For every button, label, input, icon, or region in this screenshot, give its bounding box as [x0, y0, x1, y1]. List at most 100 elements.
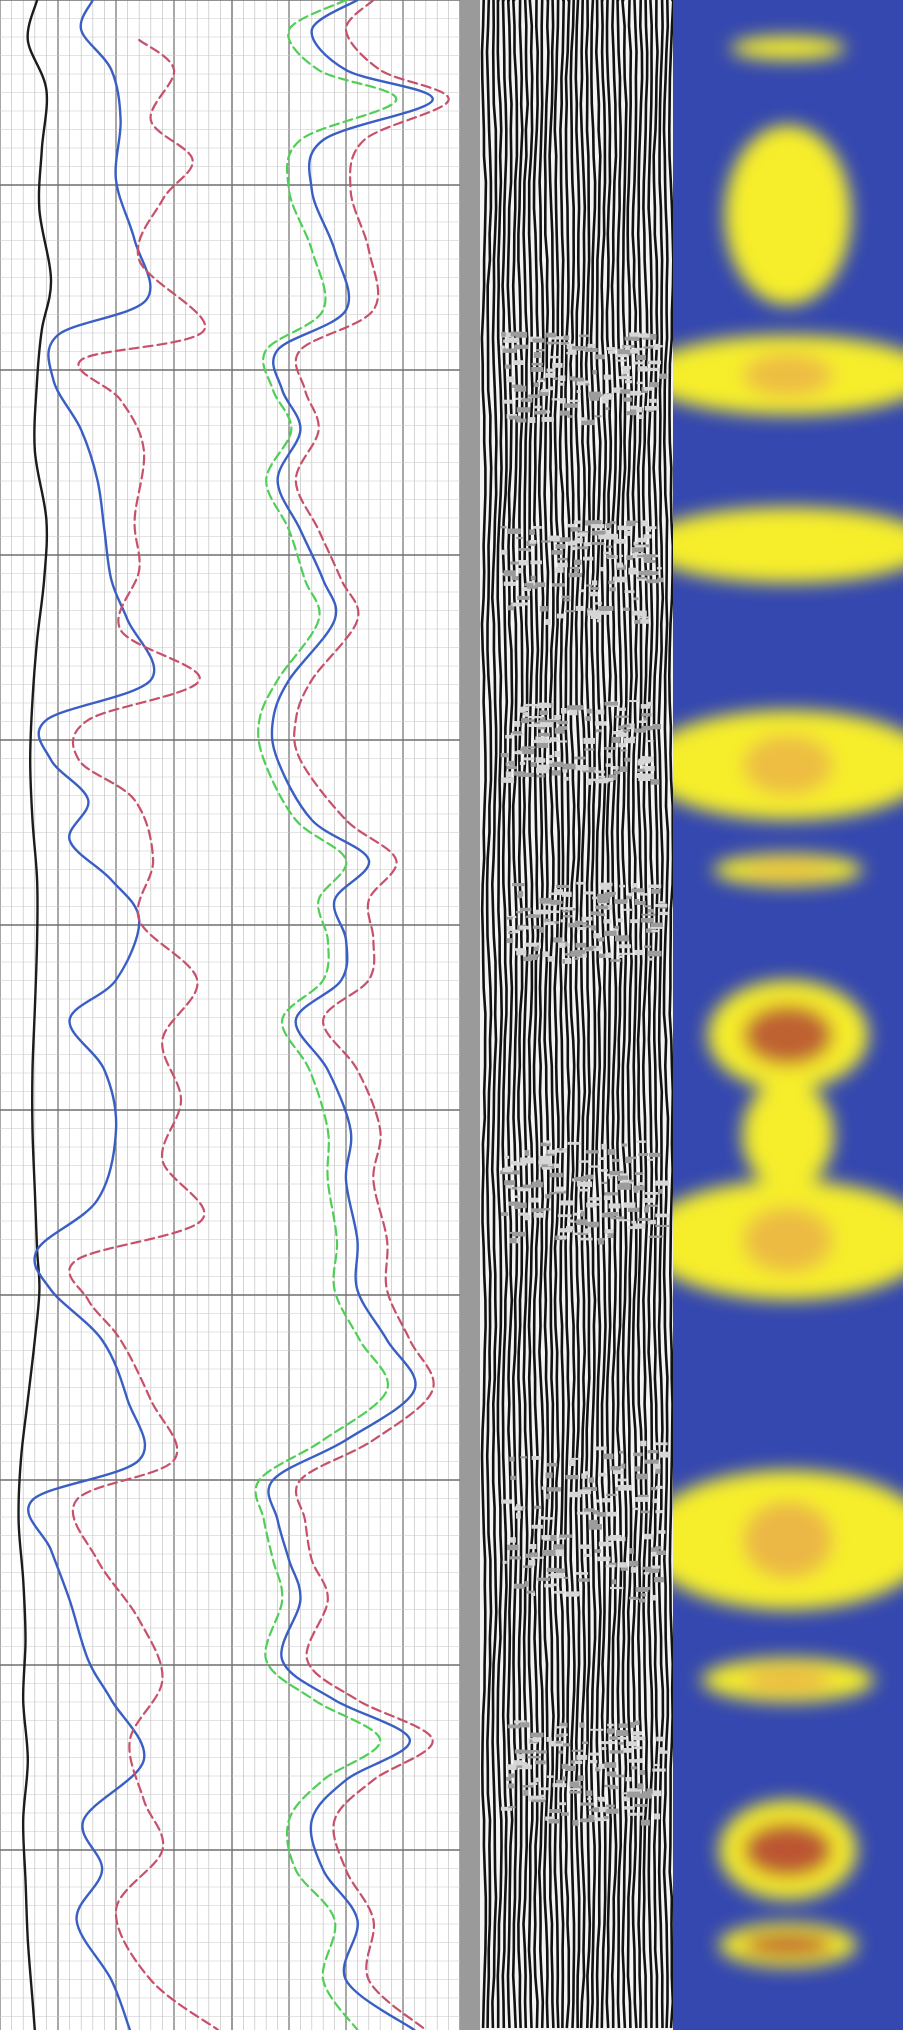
image-noise [545, 1816, 555, 1821]
image-noise [572, 1819, 579, 1826]
image-noise [622, 724, 631, 728]
image-noise [577, 927, 587, 930]
image-noise [596, 609, 609, 615]
image-noise [594, 1446, 607, 1451]
image-noise [583, 737, 595, 744]
image-noise [601, 1181, 608, 1184]
image-noise [548, 760, 554, 764]
image-noise [574, 566, 580, 573]
image-stripe [537, 0, 545, 2029]
image-stripe [496, 0, 504, 2028]
image-noise [638, 1793, 652, 1799]
image-noise [632, 1507, 640, 1511]
image-noise [547, 719, 561, 723]
color-blob [730, 36, 846, 60]
image-noise [521, 717, 529, 724]
image-noise [558, 375, 566, 382]
image-noise [527, 954, 541, 958]
image-noise [637, 366, 647, 372]
image-noise [592, 896, 600, 900]
image-noise [561, 595, 571, 599]
image-noise [643, 905, 652, 908]
image-noise [620, 1566, 628, 1571]
image-noise [607, 347, 616, 350]
image-noise [579, 531, 589, 534]
image-noise [639, 1770, 646, 1775]
image-noise [585, 1222, 599, 1227]
image-noise [635, 1497, 649, 1502]
image-noise [603, 551, 612, 555]
image-noise [654, 1576, 665, 1583]
image-noise [598, 1541, 612, 1547]
color-blob-core [743, 1004, 833, 1066]
image-noise [538, 390, 549, 396]
image-noise [636, 381, 644, 385]
image-noise [535, 1760, 546, 1765]
image-noise [632, 1736, 646, 1741]
image-noise [545, 921, 555, 926]
image-noise [525, 1751, 535, 1754]
image-noise [520, 747, 528, 754]
image-noise [553, 889, 564, 894]
image-noise [520, 602, 529, 606]
image-stripe [553, 0, 561, 2029]
image-noise [561, 1763, 569, 1769]
image-noise [571, 1220, 580, 1223]
image-noise [629, 332, 641, 338]
image-noise [559, 1534, 573, 1538]
image-noise [516, 418, 527, 423]
image-noise [654, 1763, 660, 1767]
image-noise [555, 1734, 564, 1738]
image-noise [585, 1174, 594, 1180]
image-stripe [532, 0, 540, 2029]
image-noise [556, 1779, 563, 1786]
image-noise [598, 1240, 604, 1245]
image-noise [622, 908, 632, 911]
image-noise [540, 716, 546, 723]
image-stripe [543, 0, 550, 2029]
image-noise [637, 1494, 649, 1498]
image-noise [616, 1730, 628, 1736]
image-noise [550, 355, 561, 359]
image-noise [635, 1587, 649, 1592]
image-noise [615, 1487, 621, 1491]
image-noise [560, 398, 566, 404]
image-noise [514, 948, 525, 951]
image-noise [617, 732, 629, 737]
image-noise [624, 737, 635, 744]
image-noise [546, 368, 556, 372]
image-noise [540, 722, 554, 728]
image-noise [621, 365, 631, 370]
image-noise [606, 1808, 619, 1814]
image-noise [586, 1790, 593, 1796]
image-noise [593, 602, 602, 605]
image-noise [659, 373, 668, 379]
image-noise [594, 520, 602, 525]
image-stripe [490, 0, 498, 2029]
image-stripe [574, 0, 581, 2029]
image-noise [605, 407, 610, 410]
image-noise [603, 919, 612, 924]
image-noise [552, 770, 561, 776]
image-noise [569, 1491, 582, 1498]
image-noise [575, 1572, 589, 1575]
image-noise [508, 931, 514, 934]
image-noise [563, 915, 573, 918]
image-noise [650, 779, 660, 785]
image-noise [618, 1536, 626, 1542]
image-noise [618, 1484, 633, 1491]
image-noise [543, 732, 551, 737]
image-noise [644, 1206, 649, 1213]
image-noise [618, 1723, 628, 1728]
image-noise [591, 542, 604, 545]
image-noise [527, 1755, 541, 1759]
image-noise [582, 1181, 593, 1187]
image-noise [516, 911, 523, 914]
image-noise [625, 1157, 632, 1164]
image-noise [592, 1510, 599, 1515]
image-noise [516, 894, 523, 899]
image-noise [546, 1737, 552, 1742]
image-noise [556, 613, 565, 619]
image-noise [638, 1153, 649, 1156]
image-noise [597, 898, 609, 904]
